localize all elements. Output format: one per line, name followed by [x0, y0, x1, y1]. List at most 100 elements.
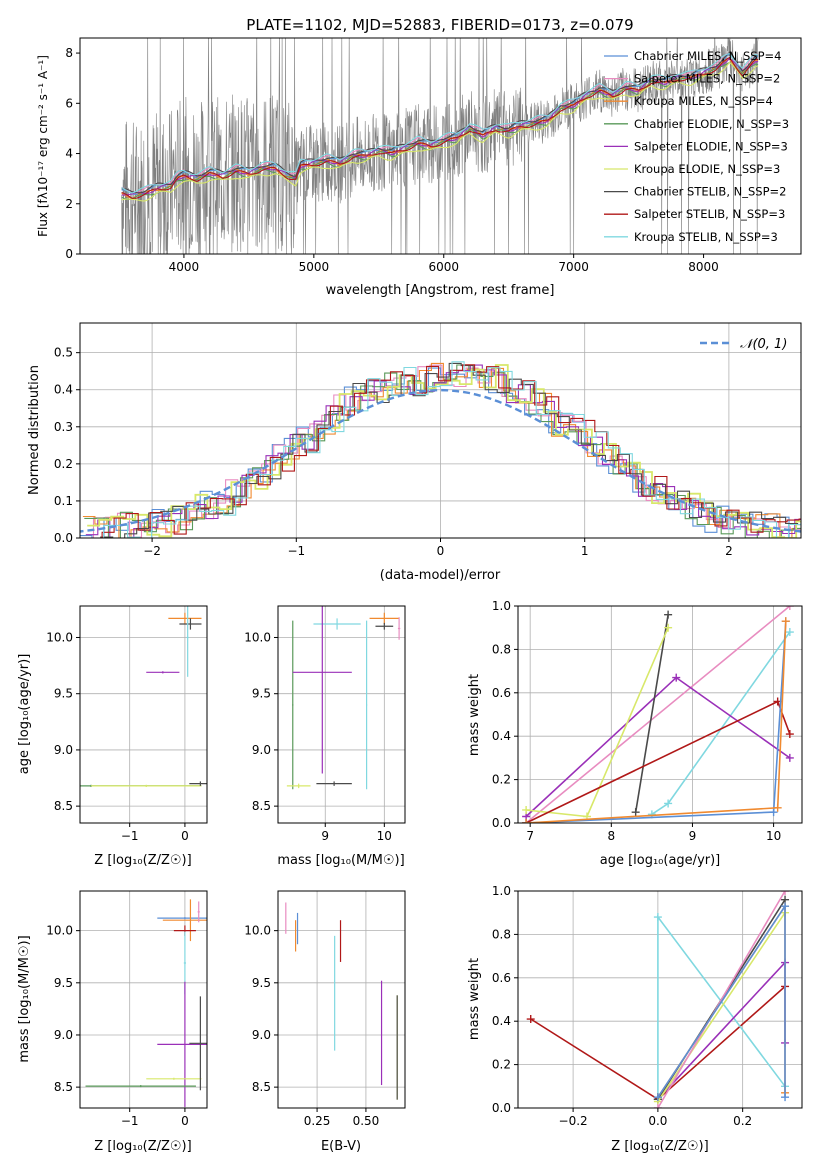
legend-label-chab_miles: Chabrier MILES, N_SSP=4	[634, 49, 781, 63]
mass_z-ytick-label: 9.0	[54, 1028, 73, 1042]
hist-ytick-label: 0.3	[54, 420, 73, 434]
spectrum-ytick-label: 6	[65, 96, 73, 110]
mw_age-axes: 7 8 9 10 0.0 0.2 0.4 0.6 0.8 1.0	[492, 599, 803, 843]
age-mass-xlabel: mass [log₁₀(M/M☉)]	[277, 853, 404, 868]
mw-age-xlabel: age [log₁₀(age/yr)]	[600, 853, 721, 868]
age_z-ytick-label: 8.5	[54, 799, 73, 813]
hist-plot-body	[80, 361, 801, 538]
mass_z-plot-body	[85, 899, 207, 1107]
mass_z-ytick-label: 8.5	[54, 1080, 73, 1094]
mw_z-xtick-label: −0.2	[559, 1114, 588, 1128]
mw_age-line-chab_stelib	[634, 614, 669, 813]
age_z-plot-body	[80, 606, 207, 788]
spectrum-ylabel: Flux [fλ10⁻¹⁷ erg cm⁻² s⁻¹ A⁻¹]	[36, 55, 50, 237]
legend-label-krou_miles: Kroupa MILES, N_SSP=4	[634, 94, 773, 108]
spectrum-xtick-label: 5000	[299, 260, 330, 274]
spectrum-legend: Chabrier MILES, N_SSP=4 Salpeter MILES, N…	[604, 49, 789, 244]
age_z-ytick-label: 9.5	[54, 687, 73, 701]
spectrum-ytick-label: 0	[65, 247, 73, 261]
hist-step-chab_stelib	[88, 362, 801, 538]
mw_z-line-chab_miles	[657, 903, 786, 1098]
mass_z-ytick-label: 10.0	[46, 924, 73, 938]
mw_age-marker-chab_stelib	[631, 808, 640, 817]
age_mass-ytick-label: 10.0	[244, 630, 271, 644]
mw_z-marker-salp_stelib	[526, 1015, 535, 1024]
mw_age-marker-krou_elodie	[522, 805, 531, 814]
mw_age-marker-salp_miles	[785, 606, 794, 610]
spectrum-model-line-chab_elodie	[121, 61, 759, 200]
spectrum-xtick-label: 4000	[169, 260, 200, 274]
mw_age-ytick-label: 0.2	[492, 773, 511, 787]
mw_age-frame	[517, 605, 803, 824]
mw_age-line-salp_elodie	[525, 676, 791, 818]
hist-xtick-label: −2	[143, 544, 161, 558]
hist-ytick-label: 0.2	[54, 457, 73, 471]
mw_z-plot-body	[526, 891, 790, 1108]
legend-label-krou_elodie: Kroupa ELODIE, N_SSP=3	[634, 162, 780, 176]
mw_age-marker-krou_elodie	[664, 623, 673, 632]
hist-xtick-label: 0	[437, 544, 445, 558]
spectrum-ytick-label: 4	[65, 147, 73, 161]
mw_z-frame	[517, 890, 803, 1109]
mw_age-ytick-label: 0.6	[492, 686, 511, 700]
mw_z-line-salp_miles	[657, 891, 786, 1108]
age-z-ylabel: age [log₁₀(age/yr)]	[17, 654, 32, 775]
spectrum-plot-body	[121, 38, 759, 254]
spectrum-ytick-label: 2	[65, 197, 73, 211]
mw_age-ytick-label: 1.0	[492, 599, 511, 613]
hist-ytick-label: 0.1	[54, 494, 73, 508]
mw_age-ytick-label: 0.0	[492, 816, 511, 830]
spectrum-ytick-label: 8	[65, 46, 73, 60]
spectrum-axes: 4000 5000 6000 7000 8000 0 2 4 6 8 Chabrier MILES,…	[65, 37, 802, 274]
mass_ebv-ytick-label: 9.0	[252, 1028, 271, 1042]
mass_ebv-xtick-label: 0.50	[353, 1114, 380, 1128]
mw_age-marker-krou_stelib	[785, 628, 794, 637]
mw_age-line-salp_stelib	[525, 700, 791, 823]
mw_age-marker-krou_miles	[781, 617, 790, 626]
mw_z-ytick-label: 0.8	[492, 927, 511, 941]
hist-ytick-label: 0.5	[54, 346, 73, 360]
mw_age-line-chab_miles	[526, 621, 787, 823]
hist-ytick-label: 0.4	[54, 383, 73, 397]
mw_z-axes: −0.2 0.0 0.2 0.0 0.2 0.4 0.6 0.8 1.0	[492, 884, 803, 1128]
age_z-ytick-label: 10.0	[46, 630, 73, 644]
mw_z-ytick-label: 1.0	[492, 884, 511, 898]
hist-legend-label: 𝒩(0, 1)	[740, 337, 787, 352]
mw_age-marker-krou_miles	[522, 819, 531, 823]
mass_z-frame	[79, 890, 208, 1109]
mw_age-xtick-label: 8	[607, 829, 615, 843]
mass_ebv-ytick-label: 9.5	[252, 976, 271, 990]
hist-xtick-label: 1	[581, 544, 589, 558]
hist-step-krou_stelib	[91, 361, 801, 538]
mw_age-marker-krou_miles	[773, 803, 782, 812]
mw_age-xtick-label: 7	[526, 829, 534, 843]
mw_z-marker-krou_stelib	[653, 913, 662, 922]
hist-step-salp_elodie	[85, 364, 801, 538]
mw_age-marker-chab_stelib	[664, 610, 673, 619]
mass-z-ylabel: mass [log₁₀(M/M☉)]	[17, 935, 32, 1062]
mass_z-axes: −1 0 8.5 9.0 9.5 10.0	[46, 890, 208, 1128]
mw_age-ytick-label: 0.4	[492, 729, 511, 743]
mw_z-line-salp_elodie	[657, 960, 786, 1100]
hist-xlabel: (data-model)/error	[380, 568, 501, 583]
mw_z-ytick-label: 0.6	[492, 971, 511, 985]
legend-label-chab_elodie: Chabrier ELODIE, N_SSP=3	[634, 117, 789, 131]
spectrum-xtick-label: 6000	[428, 260, 459, 274]
mw-z-xlabel: Z [log₁₀(Z/Z☉)]	[611, 1139, 708, 1154]
age_mass-axes: 9 10 8.5 9.0 9.5 10.0	[244, 605, 406, 843]
mass_z-ytick-label: 9.5	[54, 976, 73, 990]
legend-label-salp_miles: Salpeter MILES, N_SSP=2	[634, 72, 780, 86]
age_mass-ytick-label: 9.5	[252, 687, 271, 701]
mw_z-ytick-label: 0.0	[492, 1101, 511, 1115]
mw_z-marker-chab_miles	[781, 902, 790, 911]
mw_age-marker-chab_miles	[769, 808, 778, 817]
mw_age-plot-body	[522, 606, 794, 823]
mw_z-line-krou_elodie	[657, 912, 786, 1102]
mw-z-ylabel: mass weight	[467, 958, 482, 1040]
mw_age-xtick-label: 9	[689, 829, 697, 843]
age_mass-xtick-label: 10	[377, 829, 392, 843]
legend-label-salp_stelib: Salpeter STELIB, N_SSP=3	[634, 207, 785, 221]
spectrum-xtick-label: 7000	[558, 260, 589, 274]
